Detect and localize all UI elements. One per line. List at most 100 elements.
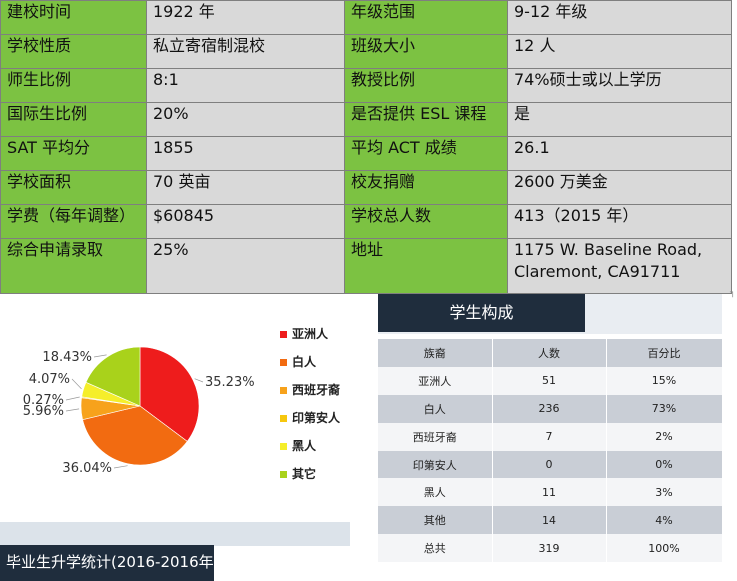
composition-cell: 319 [492,534,607,563]
info-value: 20% [146,102,345,137]
info-value: 413（2015 年） [507,204,732,239]
legend-label: 黑人 [292,439,317,453]
info-row: 师生比例 8:1 教授比例 74%硕士或以上学历 [0,68,732,103]
legend-swatch [280,359,287,366]
composition-cell: 白人 [378,394,493,423]
legend-item: 印第安人 [280,409,360,429]
composition-title: 学生构成 [378,294,585,332]
info-value: 8:1 [146,68,345,103]
legend-label: 白人 [292,355,317,369]
composition-cell: 100% [606,534,723,563]
composition-cell: 亚洲人 [378,366,493,395]
info-key: 国际生比例 [0,102,147,137]
legend-swatch [280,331,287,338]
composition-row: 印第安人 0 0% [378,450,723,479]
composition-row: 其他 14 4% [378,506,723,535]
info-row: SAT 平均分 1855 平均 ACT 成绩 26.1 [0,136,732,171]
composition-row: 总共 319 100% [378,534,723,563]
composition-cell: 总共 [378,534,493,563]
pie-value-label: 5.96% [23,404,64,419]
info-value: 私立寄宿制混校 [146,34,345,69]
info-row: 学校面积 70 英亩 校友捐赠 2600 万美金 [0,170,732,205]
info-row: 学校性质 私立寄宿制混校 班级大小 12 人 [0,34,732,69]
legend-label: 印第安人 [292,411,341,425]
legend-item: 黑人 [280,437,360,457]
corner-mark: ┐ [730,288,736,298]
info-key: 学校性质 [0,34,147,69]
composition-cell: 2% [606,422,723,451]
composition-cell: 73% [606,394,723,423]
graduation-band [0,522,350,546]
graduation-title: 毕业生升学统计(2016-2016年) [0,545,219,581]
info-value: 70 英亩 [146,170,345,205]
legend-item: 其它 [280,465,360,485]
info-value: 1175 W. Baseline Road, Claremont, CA91711 [507,238,732,294]
composition-header-row: 族裔 人数 百分比 [378,339,723,367]
pie-leader-line [71,378,82,390]
info-value: 25% [146,238,345,294]
composition-row: 西班牙裔 7 2% [378,422,723,451]
info-value: 2600 万美金 [507,170,732,205]
address-line-2: Claremont, CA91711 [514,262,681,281]
info-value: 26.1 [507,136,732,171]
pie-value-label: 36.04% [62,461,112,476]
composition-cell: 14 [492,506,607,535]
legend-label: 西班牙裔 [292,383,341,397]
info-row: 国际生比例 20% 是否提供 ESL 课程是 [0,102,732,137]
pie-leader-line [65,408,80,412]
legend-item: 白人 [280,353,360,373]
legend-label: 亚洲人 [292,327,329,341]
ethnicity-pie-chart: 35.23% 36.04% 5.96%0.27% 4.07% 18.43% [23,346,255,476]
composition-cell: 西班牙裔 [378,422,493,451]
info-key: 学费（每年调整） [0,204,147,239]
composition-table: 族裔 人数 百分比 亚洲人 51 15% 白人 236 73% 西班牙裔 7 2% 印第安人 0 0% 黑人 1… [378,339,723,563]
legend-item: 西班牙裔 [280,381,360,401]
composition-row: 白人 236 73% [378,394,723,423]
info-key: 平均 ACT 成绩 [344,136,508,171]
pie-value-label: 4.07% [29,372,70,387]
composition-header-cell: 百分比 [606,339,723,367]
info-value: 1922 年 [146,0,345,35]
composition-row: 黑人 11 3% [378,478,723,507]
info-key: 校友捐赠 [344,170,508,205]
info-value: 1855 [146,136,345,171]
pie-value-label: 18.43% [42,350,92,365]
info-key: 年级范围 [344,0,508,35]
legend-swatch [280,443,287,450]
legend-label: 其它 [292,467,317,481]
pie-slice [85,346,141,407]
info-value: 12 人 [507,34,732,69]
legend-swatch [280,387,287,394]
info-row: 综合申请录取 25% 地址 1175 W. Baseline Road, Claremo… [0,238,732,294]
info-key: 是否提供 ESL 课程 [344,102,508,137]
legend-swatch [280,471,287,478]
address-line-1: 1175 W. Baseline Road, [514,240,703,259]
composition-cell: 236 [492,394,607,423]
info-key: 教授比例 [344,68,508,103]
pie-value-label: 35.23% [205,375,255,390]
pie-leader-line [93,354,107,358]
composition-cell: 黑人 [378,478,493,507]
composition-header-cell: 人数 [492,339,607,367]
composition-cell: 3% [606,478,723,507]
composition-cell: 0% [606,450,723,479]
pie-value-label: 0.27% [23,393,64,408]
composition-cell: 4% [606,506,723,535]
legend-swatch [280,415,287,422]
composition-cell: 0 [492,450,607,479]
info-key: 综合申请录取 [0,238,147,294]
info-value: $60845 [146,204,345,239]
info-key: 建校时间 [0,0,147,35]
legend-item: 亚洲人 [280,325,360,345]
info-key: 班级大小 [344,34,508,69]
info-value: 9-12 年级 [507,0,732,35]
composition-cell: 11 [492,478,607,507]
composition-cell: 印第安人 [378,450,493,479]
info-key: 地址 [344,238,508,294]
pie-slice [82,405,188,466]
composition-cell: 其他 [378,506,493,535]
pie-leader-line [194,378,204,383]
info-value: 是 [507,102,732,137]
info-key: 师生比例 [0,68,147,103]
info-key: 学校总人数 [344,204,508,239]
